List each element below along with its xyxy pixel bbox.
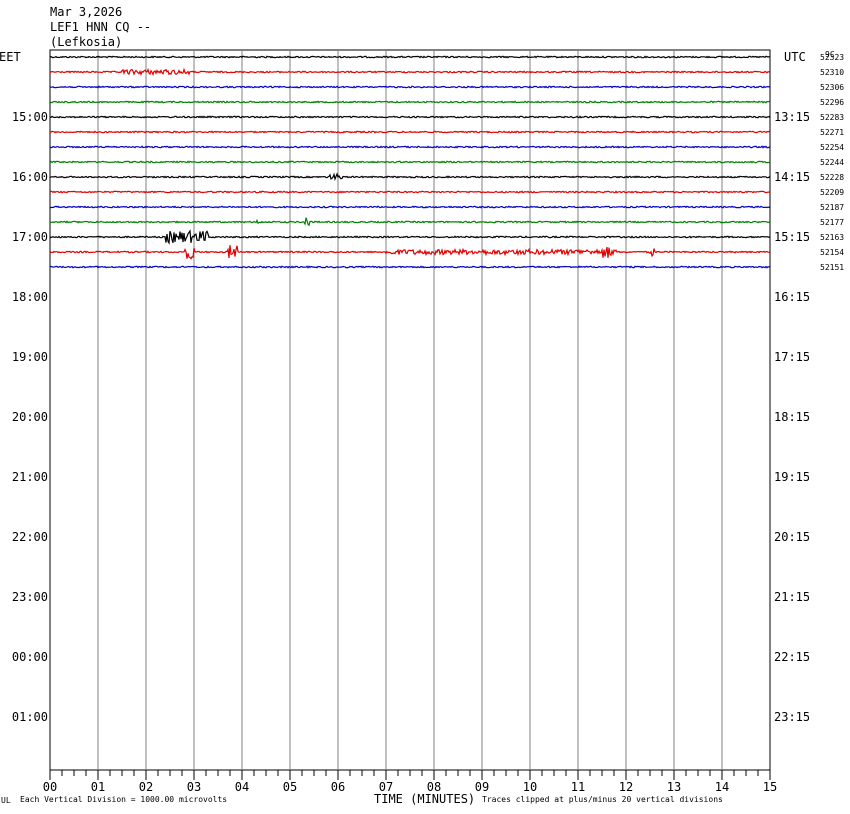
right-zone-label: UTC (784, 50, 806, 64)
trace-offset-label: 52151 (820, 263, 844, 272)
trace-offset-label: 52306 (820, 83, 844, 92)
left-hour-label: 16:00 (12, 170, 48, 184)
trace-offset-label: 52177 (820, 218, 844, 227)
trace-offset-label: 52187 (820, 203, 844, 212)
left-hour-label: 18:00 (12, 290, 48, 304)
x-tick-label: 09 (475, 780, 489, 794)
x-tick-label: 03 (187, 780, 201, 794)
x-tick-label: 07 (379, 780, 393, 794)
trace-offset-label: 52323 (820, 53, 844, 62)
trace-line (49, 115, 771, 119)
trace-line (49, 245, 771, 260)
trace-line (49, 172, 771, 182)
trace-offset-label: 52154 (820, 248, 844, 257)
left-hour-label: 00:00 (12, 650, 48, 664)
right-hour-label: 13:15 (774, 110, 810, 124)
right-hour-label: 19:15 (774, 470, 810, 484)
trace-line (49, 160, 771, 164)
x-tick-label: 06 (331, 780, 345, 794)
corner-label: 9C (825, 50, 835, 59)
trace-line (49, 67, 771, 77)
x-axis-title: TIME (MINUTES) (374, 792, 475, 806)
x-tick-label: 13 (667, 780, 681, 794)
right-hour-label: 20:15 (774, 530, 810, 544)
left-hour-label: 21:00 (12, 470, 48, 484)
right-hour-label: 18:15 (774, 410, 810, 424)
x-tick-label: 02 (139, 780, 153, 794)
header-station: LEF1 HNN CQ -- (50, 20, 151, 34)
trace-line (49, 145, 771, 149)
x-tick-label: 00 (43, 780, 57, 794)
trace-offset-label: 52163 (820, 233, 844, 242)
left-zone-label: EET (0, 50, 21, 64)
trace-line (49, 205, 771, 209)
header-location: (Lefkosia) (50, 35, 122, 49)
trace-offset-label: 52310 (820, 68, 844, 77)
trace-line (49, 265, 771, 269)
trace-offset-label: 52228 (820, 173, 844, 182)
x-axis: 00 01 02 03 04 05 06 07 08 09 10 11 12 13 14 15 (43, 770, 777, 794)
footer-clip-note: Traces clipped at plus/minus 20 vertical… (482, 795, 723, 804)
trace-line (49, 190, 771, 194)
left-hour-label: 15:00 (12, 110, 48, 124)
trace-offset-label: 52254 (820, 143, 844, 152)
trace-offset-labels: 52323 52310 52306 52296 52283 52271 52254 52244… (820, 53, 844, 272)
trace-group (49, 55, 771, 269)
footer-scale-note: Each Vertical Division = 1000.00 microvo… (20, 795, 227, 804)
right-hour-label: 22:15 (774, 650, 810, 664)
trace-line (49, 217, 771, 227)
trace-offset-label: 52296 (820, 98, 844, 107)
right-hour-label: 16:15 (774, 290, 810, 304)
x-tick-label: 14 (715, 780, 729, 794)
left-hour-label: 01:00 (12, 710, 48, 724)
trace-line (49, 100, 771, 104)
right-hour-label: 17:15 (774, 350, 810, 364)
right-hour-label: 15:15 (774, 230, 810, 244)
left-hour-labels: 15:00 16:00 17:00 18:00 19:00 20:00 21:00 22:00… (12, 110, 48, 724)
trace-line (49, 130, 771, 134)
right-hour-label: 21:15 (774, 590, 810, 604)
header-date: Mar 3,2026 (50, 5, 122, 19)
left-hour-label: 20:00 (12, 410, 48, 424)
trace-offset-label: 52271 (820, 128, 844, 137)
x-tick-label: 11 (571, 780, 585, 794)
trace-offset-label: 52244 (820, 158, 844, 167)
x-tick-label: 15 (763, 780, 777, 794)
x-tick-label: 01 (91, 780, 105, 794)
x-tick-label: 04 (235, 780, 249, 794)
footer-logo-mark: UL (1, 796, 11, 805)
right-hour-label: 14:15 (774, 170, 810, 184)
left-hour-label: 19:00 (12, 350, 48, 364)
trace-line (49, 55, 771, 59)
x-tick-label: 12 (619, 780, 633, 794)
trace-line (49, 229, 771, 245)
trace-line (49, 85, 771, 89)
trace-offset-label: 52209 (820, 188, 844, 197)
x-tick-label: 05 (283, 780, 297, 794)
minute-gridlines (97, 50, 723, 770)
plot-frame (49, 49, 771, 771)
left-hour-label: 17:00 (12, 230, 48, 244)
right-hour-label: 23:15 (774, 710, 810, 724)
trace-offset-label: 52283 (820, 113, 844, 122)
left-hour-label: 23:00 (12, 590, 48, 604)
left-hour-label: 22:00 (12, 530, 48, 544)
x-tick-label: 10 (523, 780, 537, 794)
right-hour-labels: 13:15 14:15 15:15 16:15 17:15 18:15 19:15 20:15… (774, 110, 810, 724)
x-tick-label: 08 (427, 780, 441, 794)
